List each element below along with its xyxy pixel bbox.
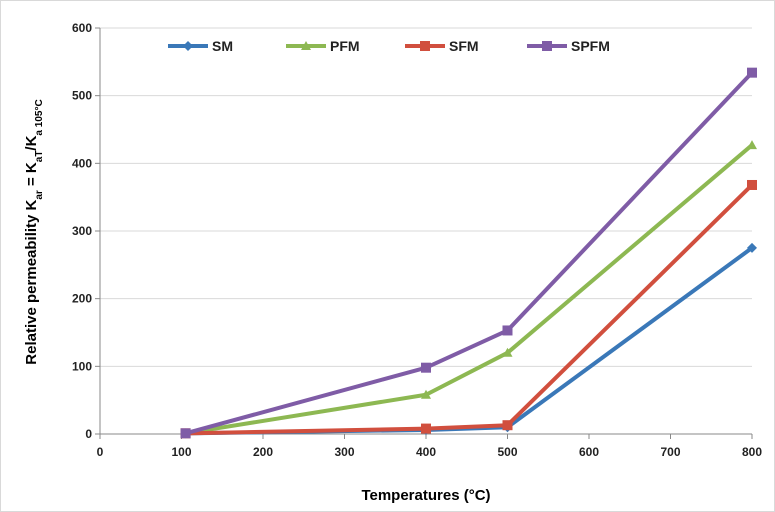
- data-point-sfm: [747, 179, 757, 190]
- data-point-sm: [747, 242, 757, 253]
- legend-item-spfm: SPFM: [527, 38, 610, 54]
- y-axis-title-text: /K: [23, 135, 40, 150]
- legend-label-sm: SM: [212, 38, 233, 54]
- y-axis-title-text: = K: [23, 162, 40, 190]
- y-tick-label: 600: [72, 21, 92, 35]
- x-tick-label: 700: [660, 445, 680, 459]
- data-point-spfm: [421, 362, 431, 373]
- y-tick-label: 100: [72, 359, 92, 373]
- legend-item-pfm: PFM: [286, 38, 360, 54]
- y-tick-label: 0: [85, 427, 92, 441]
- series-line-spfm: [185, 71, 754, 436]
- y-axis-title-subscript: a 105°C: [34, 99, 45, 135]
- legend-marker-sm: [183, 41, 193, 51]
- legend-marker-spfm: [542, 41, 552, 51]
- data-point-spfm: [747, 67, 757, 78]
- x-axis-title: Temperatures (°C): [361, 487, 490, 504]
- y-tick-label: 400: [72, 156, 92, 170]
- x-tick-label: 300: [334, 445, 354, 459]
- x-tick-label: 500: [497, 445, 517, 459]
- y-axis-title: Relative permeability Kar = KaT/Ka 105°C: [23, 99, 45, 364]
- legend-item-sfm: SFM: [405, 38, 479, 54]
- data-point-sfm: [502, 420, 513, 431]
- data-point-sfm: [421, 423, 431, 434]
- y-axis-title-subscript: aT: [34, 151, 45, 163]
- x-tick-label: 800: [742, 445, 762, 459]
- data-point-spfm: [180, 428, 191, 439]
- x-tick-label: 0: [97, 445, 104, 459]
- data-point-pfm: [421, 389, 431, 399]
- legend-marker-sfm: [420, 41, 430, 51]
- grid: [100, 27, 752, 367]
- data-point-pfm: [747, 140, 757, 150]
- y-tick-label: 200: [72, 292, 92, 306]
- data-point-spfm: [502, 325, 513, 336]
- legend-label-pfm: PFM: [330, 38, 360, 54]
- data-point-pfm: [502, 347, 513, 357]
- series-line-sfm: [185, 183, 754, 436]
- y-axis-title-subscript: ar: [34, 190, 45, 200]
- x-tick-label: 400: [416, 445, 436, 459]
- series-line-pfm: [185, 143, 754, 436]
- series-group: [180, 67, 757, 439]
- legend-marker-pfm: [301, 41, 311, 50]
- y-tick-label: 500: [72, 89, 92, 103]
- series-spfm: [180, 67, 757, 439]
- legend-label-spfm: SPFM: [571, 38, 610, 54]
- legend: SM PFM SFM SPFM: [168, 38, 610, 54]
- legend-item-sm: SM: [168, 38, 233, 54]
- x-tick-label: 100: [171, 445, 191, 459]
- y-axis-title-text: Relative permeability K: [23, 199, 40, 364]
- legend-label-sfm: SFM: [449, 38, 479, 54]
- x-tick-label: 200: [253, 445, 273, 459]
- y-tick-label: 300: [72, 224, 92, 238]
- x-tick-label: 600: [579, 445, 599, 459]
